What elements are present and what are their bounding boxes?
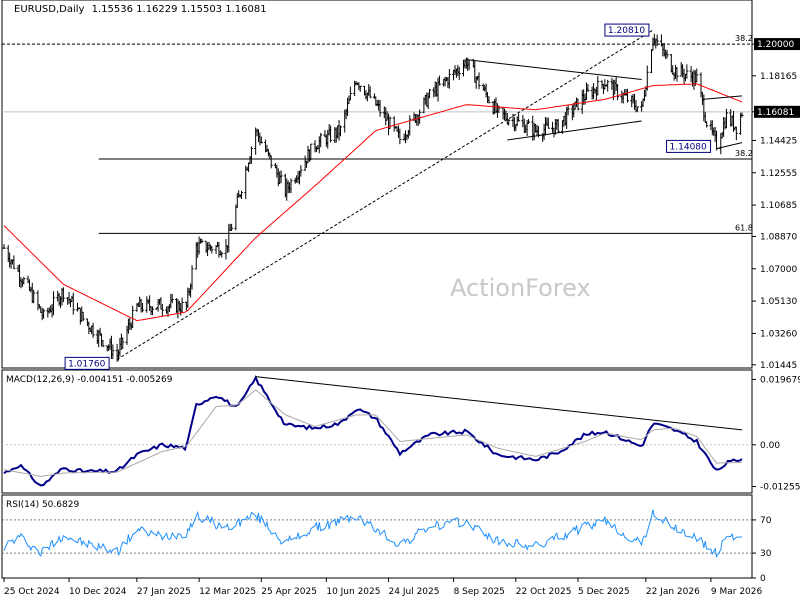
price-tick-label: 1.05130: [760, 297, 797, 307]
price-tick-label: 1.12555: [760, 169, 797, 179]
date-tick-label: 22 Oct 2025: [516, 587, 572, 597]
price-tick-label: 1.18165: [760, 72, 797, 82]
macd-tick-label: 0.019679: [760, 375, 800, 385]
fib-level-label: 61.8: [735, 223, 753, 232]
date-tick-label: 25 Apr 2025: [261, 587, 317, 597]
date-tick-label: 24 Jul 2025: [389, 587, 440, 597]
rsi-tick-label: 70: [760, 516, 772, 526]
price-tick-label: 1.10685: [760, 201, 797, 211]
trendline: [507, 120, 642, 141]
trendline: [466, 59, 642, 81]
ohlc-label: 1.15536 1.16229 1.15503 1.16081: [91, 4, 267, 15]
date-tick-label: 10 Jun 2025: [326, 587, 380, 597]
price-tick-label: 1.03260: [760, 329, 797, 339]
annotation-box: [604, 23, 650, 37]
macd-signal-line: [3, 389, 743, 477]
annotation-box: [666, 139, 712, 153]
trendline: [702, 95, 743, 100]
price-header: EURUSD,Daily 1.15536 1.16229 1.15503 1.1…: [14, 4, 267, 15]
annotation-label: 1.14080: [670, 142, 707, 152]
annotation-label: 1.20810: [608, 26, 645, 36]
date-tick-label: 8 Sep 2025: [454, 587, 505, 597]
macd-tick-label: 0.00: [760, 441, 780, 451]
price-bars: [2, 33, 744, 362]
rsi-tick-label: 30: [760, 549, 772, 559]
date-tick-label: 25 Oct 2024: [4, 587, 60, 597]
macd-main-line: [3, 374, 743, 487]
price-tick-label: 1.08870: [760, 232, 797, 242]
price-tick-label: 1.01445: [760, 361, 797, 371]
price-box: [754, 105, 800, 118]
macd-title: MACD(12,26,9) -0.004151 -0.005269: [6, 375, 173, 385]
macd-trendline: [255, 376, 743, 431]
date-tick-label: 22 Jan 2026: [646, 587, 700, 597]
date-tick-label: 27 Jan 2025: [137, 587, 191, 597]
annotation-box: [64, 356, 110, 370]
price-box: [754, 38, 800, 51]
symbol-label: EURUSD,Daily: [14, 4, 85, 15]
moving-average-line: [3, 83, 743, 322]
macd-panel: [1, 369, 753, 494]
rsi-tick-label: 0: [760, 574, 766, 584]
price-tick-label: 1.14425: [760, 136, 797, 146]
date-tick-label: 5 Dec 2025: [578, 587, 630, 597]
price-tick-label: 1.07000: [760, 265, 797, 275]
rsi-title: RSI(14) 50.6829: [6, 500, 79, 510]
watermark: ActionForex: [450, 274, 591, 302]
fib-level-label: 38.2: [735, 34, 753, 43]
rsi-panel: [1, 494, 753, 579]
annotation-label: 1.01760: [68, 359, 105, 369]
macd-tick-label: -0.012552: [760, 483, 800, 493]
rsi-line: [3, 509, 743, 558]
price-panel: [1, 0, 753, 369]
date-tick-label: 9 Mar 2026: [711, 587, 763, 597]
trendline: [716, 142, 743, 150]
date-tick-label: 12 Mar 2025: [199, 587, 256, 597]
date-tick-label: 10 Dec 2024: [69, 587, 127, 597]
price-box-label: 1.20000: [757, 40, 794, 50]
fib-level-label: 38.2: [735, 149, 753, 158]
price-box-label: 1.16081: [757, 108, 794, 118]
